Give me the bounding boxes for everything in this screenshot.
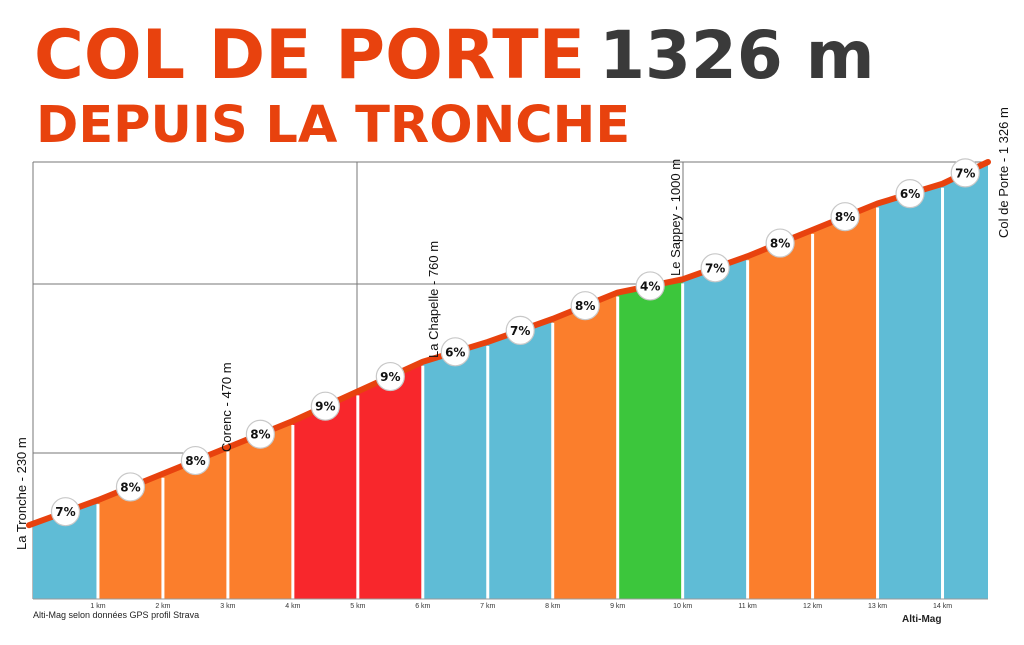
profile-segment	[97, 473, 163, 599]
grade-badge: 8%	[115, 472, 146, 502]
grade-badge: 6%	[895, 179, 925, 209]
x-tick-label: 10 km	[673, 603, 692, 610]
grade-label: 8%	[770, 237, 790, 251]
profile-segment	[357, 361, 423, 599]
x-tick-label: 6 km	[415, 603, 430, 610]
grade-badge: 8%	[180, 445, 211, 476]
x-tick-label: 14 km	[933, 603, 952, 610]
profile-segment	[292, 391, 358, 599]
grade-label: 8%	[185, 454, 205, 468]
x-tick-label: 1 km	[90, 603, 105, 610]
grade-badge-circle	[245, 419, 275, 449]
grade-badge-circle	[115, 472, 146, 502]
pass-name: COL DE PORTE	[34, 16, 586, 95]
source-note: Alti-Mag selon données GPS profil Strava	[33, 610, 200, 620]
x-tick-label: 4 km	[285, 603, 300, 610]
grade-badge: 7%	[50, 497, 81, 527]
profile-segment	[617, 279, 683, 599]
grade-label: 8%	[835, 210, 855, 224]
profile-segment	[877, 183, 943, 599]
grade-badge: 7%	[700, 253, 730, 283]
grade-badge: 6%	[440, 337, 470, 367]
profile-segment	[33, 500, 98, 599]
grade-label: 7%	[510, 324, 530, 338]
grade-label: 7%	[55, 505, 75, 519]
grade-badge: 8%	[570, 291, 600, 321]
grade-badge: 9%	[310, 391, 340, 421]
x-tick-label: 3 km	[220, 603, 235, 610]
grade-badge-circle	[635, 271, 665, 301]
chart-subtitle: DEPUIS LA TRONCHE	[36, 96, 631, 155]
x-tick-label: 2 km	[155, 603, 170, 610]
grade-label: 9%	[315, 400, 335, 414]
chart-title: COL DE PORTE 1326 m	[34, 16, 875, 96]
x-tick-label: 8 km	[545, 603, 560, 610]
grade-label: 8%	[120, 480, 140, 494]
grade-label: 7%	[955, 166, 975, 180]
grade-badge: 9%	[375, 361, 405, 392]
pass-altitude: 1326 m	[599, 17, 875, 94]
grade-badge: 8%	[245, 419, 275, 449]
grade-badge: 7%	[505, 315, 535, 346]
waypoint-label: Corenc - 470 m	[219, 362, 234, 452]
grade-badge: 4%	[635, 271, 665, 301]
grade-badge-circle	[895, 179, 925, 209]
grade-badge-circle	[950, 158, 980, 188]
profile-segment	[162, 447, 228, 599]
waypoint-label: Le Sappey - 1000 m	[668, 159, 683, 276]
x-tick-label: 7 km	[480, 603, 495, 610]
grade-badge-circle	[570, 291, 600, 321]
profile-segment	[812, 203, 878, 599]
brand-logo-text: Alti-Mag	[902, 614, 942, 625]
profile-segment	[682, 256, 748, 599]
grade-label: 8%	[575, 299, 595, 313]
waypoint-label: Col de Porte - 1 326 m	[996, 107, 1011, 238]
x-tick-label: 12 km	[803, 603, 822, 610]
grade-badge-circle	[180, 445, 211, 476]
profile-segment	[942, 162, 988, 599]
grade-badge-circle	[440, 337, 470, 367]
profile-segment	[227, 421, 293, 599]
grade-badge-circle	[50, 497, 81, 527]
grade-badge-circle	[505, 315, 535, 346]
profile-segment	[552, 292, 618, 599]
profile-segment	[487, 318, 553, 599]
grade-badge-circle	[700, 253, 730, 283]
x-tick-label: 11 km	[738, 603, 757, 610]
grade-label: 9%	[380, 370, 400, 384]
profile-segment	[747, 229, 813, 599]
grade-badge-circle	[310, 391, 340, 421]
x-tick-label: 13 km	[868, 603, 887, 610]
grade-label: 4%	[640, 279, 660, 293]
x-tick-label: 9 km	[610, 603, 625, 610]
grade-badge: 8%	[830, 202, 860, 232]
grade-label: 6%	[900, 187, 920, 201]
grade-badge-circle	[765, 228, 795, 258]
x-tick-label: 5 km	[350, 603, 365, 610]
waypoint-label: La Tronche - 230 m	[14, 437, 29, 550]
waypoint-label: La Chapelle - 760 m	[426, 241, 441, 358]
grade-badge: 8%	[765, 228, 795, 258]
grade-badge-circle	[375, 361, 405, 392]
grade-badge-circle	[830, 202, 860, 232]
grade-label: 6%	[445, 345, 465, 359]
grade-label: 8%	[250, 428, 270, 442]
grade-badge: 7%	[950, 158, 980, 188]
grade-label: 7%	[705, 261, 725, 275]
profile-segment	[422, 341, 488, 599]
